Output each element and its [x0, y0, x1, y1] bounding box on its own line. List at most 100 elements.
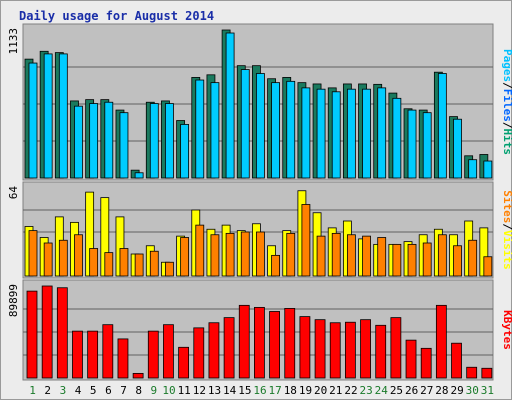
bar-kbytes-day-1 [26, 290, 38, 379]
bar-kbytes-day-3 [56, 287, 68, 379]
bar-kbytes-day-15 [238, 304, 250, 379]
legend-item-visits: Visits [501, 230, 512, 270]
bar-pages-day-25 [392, 97, 402, 179]
y-axis-max-label: 89899 [7, 284, 20, 317]
x-tick-label-16: 16 [253, 384, 266, 397]
legend-item-files: Files [501, 89, 512, 122]
panel-visits-sites: 64 Sites/Visits [7, 181, 512, 279]
bar-kbytes-day-31 [481, 367, 493, 379]
bar-sites-day-22 [346, 234, 356, 277]
bar-kbytes-day-5 [87, 330, 99, 379]
legend-item-pages: Pages [501, 49, 512, 82]
x-tick-label-24: 24 [375, 384, 389, 397]
bar-kbytes-day-9 [147, 330, 159, 379]
x-tick-label-15: 15 [238, 384, 251, 397]
x-tick-label-29: 29 [450, 384, 463, 397]
panel-kbytes: 89899 KBytes [7, 279, 512, 381]
panel-pages-files-hits: 1133 Pages/Files/Hits [7, 23, 512, 181]
bar-kbytes-day-26 [405, 339, 417, 379]
bar-kbytes-day-24 [375, 324, 387, 379]
bar-sites-day-28 [437, 234, 447, 277]
bar-pages-day-9 [149, 103, 159, 179]
legend-pages-files-hits: Pages/Files/Hits [501, 49, 512, 155]
bar-sites-day-4 [74, 234, 83, 277]
x-tick-label-13: 13 [208, 384, 221, 397]
bar-kbytes-day-17 [269, 311, 280, 379]
bar-pages-day-18 [286, 80, 296, 179]
bar-sites-day-18 [286, 232, 296, 277]
bar-kbytes-day-28 [435, 304, 447, 379]
bar-sites-day-8 [134, 253, 144, 277]
x-tick-label-11: 11 [178, 384, 191, 397]
bar-sites-day-24 [377, 237, 387, 277]
bar-sites-day-15 [240, 231, 250, 277]
x-tick-label-19: 19 [299, 384, 312, 397]
bar-pages-day-6 [104, 101, 114, 179]
bar-pages-day-26 [407, 109, 417, 179]
bar-kbytes-day-8 [132, 372, 144, 379]
bar-sites-day-27 [422, 242, 432, 277]
bar-sites-day-23 [362, 235, 371, 277]
legend-item-sites: Sites [501, 190, 512, 223]
x-tick-label-8: 8 [135, 384, 142, 397]
x-tick-label-12: 12 [193, 384, 206, 397]
bar-kbytes-day-16 [254, 306, 265, 379]
bar-sites-day-10 [165, 261, 174, 277]
bar-kbytes-day-4 [72, 330, 83, 379]
bar-pages-day-7 [119, 112, 129, 179]
bar-sites-day-31 [483, 256, 493, 277]
bar-sites-day-20 [316, 235, 326, 277]
bar-kbytes-day-18 [284, 308, 296, 379]
bar-kbytes-day-13 [208, 322, 220, 379]
bar-sites-day-5 [89, 248, 99, 277]
bar-sites-day-17 [271, 254, 280, 277]
bar-pages-day-31 [483, 160, 493, 179]
bar-sites-day-2 [43, 242, 53, 277]
bar-pages-day-24 [377, 87, 387, 179]
bar-pages-day-15 [240, 69, 250, 179]
x-tick-label-18: 18 [284, 384, 297, 397]
x-tick-label-30: 30 [466, 384, 479, 397]
bar-sites-day-7 [119, 248, 129, 277]
bar-pages-day-16 [256, 73, 265, 179]
bar-kbytes-day-25 [390, 317, 402, 379]
x-tick-label-14: 14 [223, 384, 237, 397]
bar-kbytes-day-29 [451, 342, 462, 379]
bar-sites-day-12 [195, 224, 205, 277]
bar-kbytes-day-14 [223, 317, 235, 379]
bar-sites-day-19 [301, 204, 311, 277]
bar-kbytes-day-19 [299, 316, 311, 379]
bar-pages-day-11 [180, 124, 190, 179]
x-tick-label-10: 10 [162, 384, 175, 397]
bar-pages-day-28 [437, 73, 447, 179]
legend-separator: / [501, 122, 512, 129]
x-tick-label-2: 2 [44, 384, 51, 397]
bar-kbytes-day-27 [420, 347, 432, 379]
bar-pages-day-30 [468, 159, 478, 179]
bar-pages-day-5 [89, 103, 99, 179]
bar-pages-day-20 [316, 88, 326, 179]
bar-sites-day-1 [28, 230, 38, 277]
bar-sites-day-16 [256, 231, 265, 277]
bar-pages-day-13 [210, 82, 220, 179]
bar-kbytes-day-22 [344, 321, 356, 379]
bar-kbytes-day-2 [41, 285, 53, 379]
bar-pages-day-29 [453, 118, 462, 179]
x-tick-label-22: 22 [344, 384, 357, 397]
x-tick-label-25: 25 [390, 384, 403, 397]
bar-kbytes-day-21 [329, 322, 341, 379]
bar-sites-day-13 [210, 234, 220, 277]
x-tick-label-26: 26 [405, 384, 418, 397]
bar-kbytes-day-10 [163, 324, 174, 379]
bar-kbytes-day-23 [360, 319, 371, 379]
legend-separator: / [501, 82, 512, 89]
x-tick-label-20: 20 [314, 384, 327, 397]
legend-item-kbytes: KBytes [501, 310, 512, 350]
bar-pages-day-2 [43, 53, 53, 179]
y-axis-max-label: 1133 [7, 28, 20, 55]
x-tick-label-28: 28 [435, 384, 448, 397]
x-tick-label-23: 23 [360, 384, 373, 397]
bar-pages-day-19 [301, 87, 311, 179]
